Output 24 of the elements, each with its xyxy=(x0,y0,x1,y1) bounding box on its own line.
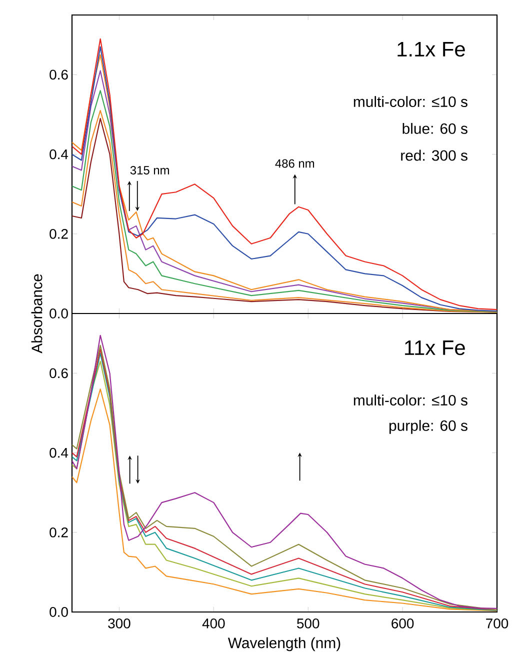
y-tick-label: 0.2 xyxy=(50,527,68,538)
annotation: multi-color: ≤10 s xyxy=(354,96,468,108)
annotation: 486 nm xyxy=(275,159,314,168)
annotation: red: 300 s xyxy=(401,150,468,161)
annotation: blue: 60 s xyxy=(402,122,468,134)
x-tick-label: 400 xyxy=(202,618,225,628)
y-tick-label: 0.4 xyxy=(50,448,68,458)
y-tick-label: 0.2 xyxy=(50,228,68,239)
annotation: 11x Fe xyxy=(405,340,465,356)
x-axis-title: Wavelength (nm) xyxy=(228,637,340,652)
y-tick-label: 0.6 xyxy=(50,70,68,80)
x-tick-label: 700 xyxy=(486,618,508,628)
annotation: 1.1x Fe xyxy=(398,42,465,57)
y-tick-label: 0.0 xyxy=(50,308,68,318)
y-tick-label: 0.0 xyxy=(50,607,68,617)
x-tick-label: 300 xyxy=(108,618,130,628)
x-tick-label: 600 xyxy=(392,618,414,628)
x-tick-label: 500 xyxy=(297,618,320,628)
annotation: 315 nm xyxy=(130,166,169,174)
y-tick-label: 0.4 xyxy=(50,149,68,160)
annotation: purple: 60 s xyxy=(389,420,468,434)
y-tick-label: 0.6 xyxy=(50,368,68,378)
annotation: multi-color: ≤10 s xyxy=(354,394,468,406)
y-axis-title: Absorbance xyxy=(31,274,42,354)
